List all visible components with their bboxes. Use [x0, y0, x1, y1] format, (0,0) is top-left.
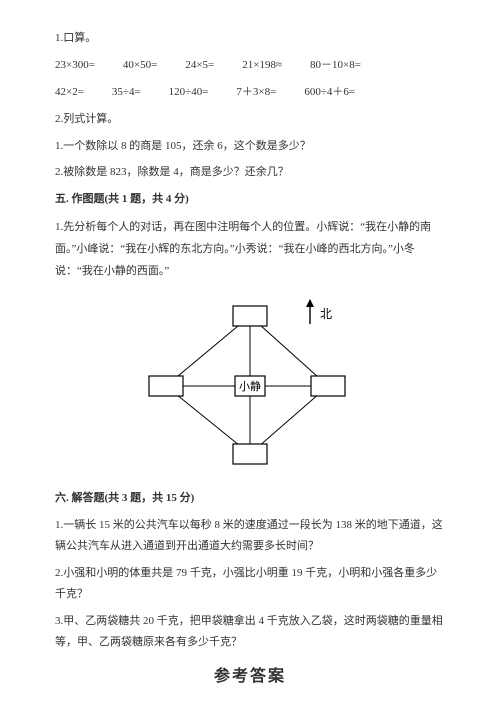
- svg-text:北: 北: [320, 307, 332, 321]
- calc-item: 21×198≈: [242, 55, 282, 76]
- section-6-q3: 3.甲、乙两袋糖共 20 千克，把甲袋糖拿出 4 千克放入乙袋，这时两袋糖的重量…: [55, 611, 445, 653]
- section-6-title: 六. 解答题(共 3 题，共 15 分): [55, 488, 445, 509]
- position-diagram: 小静 北: [55, 294, 445, 474]
- calc-item: 120÷40=: [169, 82, 209, 103]
- q2-sub1: 1.一个数除以 8 的商是 105，还余 6，这个数是多少？: [55, 136, 445, 157]
- calc-item: 40×50=: [123, 55, 157, 76]
- svg-text:小静: 小静: [239, 379, 261, 393]
- calc-row-2: 42×2= 35÷4= 120÷40= 7＋3×8= 600÷4＋6=: [55, 82, 445, 103]
- calc-item: 7＋3×8=: [236, 82, 276, 103]
- calc-item: 42×2=: [55, 82, 84, 103]
- section-6-q1: 1.一辆长 15 米的公共汽车以每秒 8 米的速度通过一段长为 138 米的地下…: [55, 515, 445, 557]
- answers-title: 参考答案: [55, 662, 445, 692]
- calc-item: 80－10×8=: [310, 55, 361, 76]
- q2-sub2: 2.被除数是 823，除数是 4，商是多少？还余几？: [55, 162, 445, 183]
- calc-item: 24×5=: [185, 55, 214, 76]
- diagram-svg: 小静 北: [135, 294, 365, 474]
- calc-row-1: 23×300= 40×50= 24×5= 21×198≈ 80－10×8=: [55, 55, 445, 76]
- calc-item: 600÷4＋6=: [304, 82, 355, 103]
- calc-item: 23×300=: [55, 55, 95, 76]
- calc-item: 35÷4=: [112, 82, 141, 103]
- section-5-body: 1.先分析每个人的对话，再在图中注明每个人的位置。小辉说：“我在小静的南面。”小…: [55, 216, 445, 282]
- section-5-title: 五. 作图题(共 1 题，共 4 分): [55, 189, 445, 210]
- section-6-q2: 2.小强和小明的体重共是 79 千克，小强比小明重 19 千克，小明和小强各重多…: [55, 563, 445, 605]
- q2-label: 2.列式计算。: [55, 109, 445, 130]
- q1-label: 1.口算。: [55, 28, 445, 49]
